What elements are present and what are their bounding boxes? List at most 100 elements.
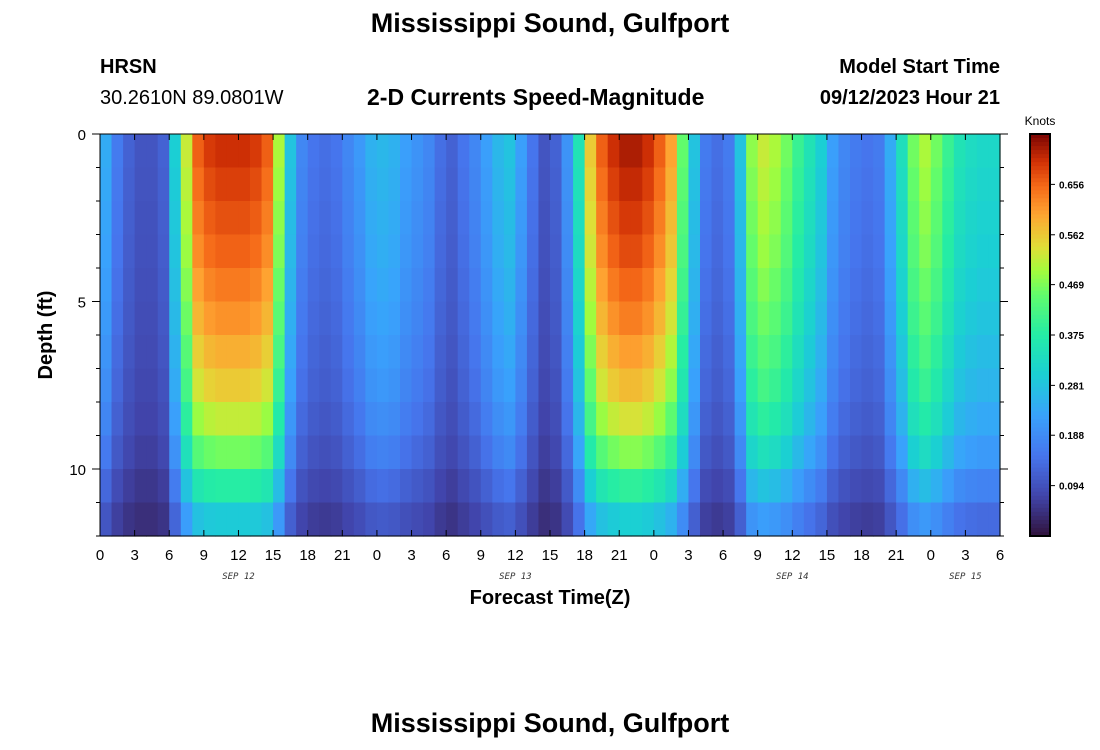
heatmap-cell (457, 167, 470, 202)
heatmap-cell (134, 368, 147, 403)
heatmap-cell (792, 368, 805, 403)
heatmap-cell (630, 335, 643, 370)
heatmap-cell (596, 268, 609, 303)
heatmap-cell (503, 502, 516, 537)
heatmap-cell (769, 167, 782, 202)
colorbar-segment (1030, 246, 1050, 252)
heatmap-cell (596, 502, 609, 537)
heatmap-cell (480, 368, 493, 403)
heatmap-cell (284, 502, 297, 537)
heatmap-cell (238, 435, 251, 470)
heatmap-cell (273, 435, 286, 470)
heatmap-cell (457, 201, 470, 236)
heatmap-cell (100, 402, 113, 437)
heatmap-cell (976, 502, 990, 537)
heatmap-cell (838, 368, 851, 403)
heatmap-cell (688, 301, 701, 336)
heatmap-cell (480, 268, 493, 303)
heatmap-cell (226, 201, 240, 236)
heatmap-cell (607, 368, 620, 403)
heatmap-cell (515, 368, 528, 403)
heatmap-cell (215, 201, 228, 236)
heatmap-cell (953, 268, 966, 303)
colorbar-segment (1030, 339, 1050, 344)
heatmap-cell (550, 469, 563, 504)
heatmap-cell (596, 167, 609, 202)
heatmap-cell (353, 435, 366, 470)
colorbar-segment (1030, 250, 1050, 256)
heatmap-cell (976, 435, 990, 470)
heatmap-cell (930, 268, 943, 303)
heatmap-cell (169, 167, 182, 202)
heatmap-cell (723, 469, 736, 504)
heatmap-cell (596, 402, 609, 437)
heatmap-cell (111, 301, 124, 336)
heatmap-cell (226, 402, 240, 437)
heatmap-cell (850, 335, 863, 370)
heatmap-cell (942, 368, 955, 403)
heatmap-cell (400, 268, 413, 303)
heatmap-cell (792, 268, 805, 303)
heatmap-cell (400, 368, 413, 403)
heatmap-cell (226, 435, 240, 470)
heatmap-cell (884, 301, 897, 336)
y-tick-label: 0 (78, 127, 86, 144)
heatmap-cell (446, 167, 459, 202)
heatmap-cell (446, 201, 459, 236)
heatmap-cell (100, 234, 113, 269)
heatmap-cell (953, 435, 966, 470)
heatmap-cell (561, 469, 574, 504)
heatmap-cell (100, 201, 113, 236)
heatmap-cell (492, 402, 505, 437)
heatmap-cell (503, 234, 516, 269)
heatmap-cell (573, 234, 586, 269)
heatmap-cell (550, 402, 563, 437)
heatmap-cell (815, 234, 828, 269)
heatmap-cell (146, 201, 159, 236)
heatmap-cell (642, 134, 655, 169)
colorbar-segment (1030, 399, 1050, 404)
heatmap-cell (238, 368, 251, 403)
heatmap-cell (503, 167, 516, 202)
heatmap-cell (584, 368, 597, 403)
heatmap-cell (573, 402, 586, 437)
heatmap-cell (642, 435, 655, 470)
heatmap-cell (503, 368, 516, 403)
heatmap-cell (630, 201, 643, 236)
heatmap-cell (469, 335, 482, 370)
heatmap-cell (480, 435, 493, 470)
heatmap-cell (215, 502, 228, 537)
heatmap-cell (330, 502, 343, 537)
heatmap-cell (423, 435, 436, 470)
heatmap-cell (746, 201, 759, 236)
heatmap-cell (480, 469, 493, 504)
heatmap-cell (619, 502, 632, 537)
heatmap-cell (850, 368, 863, 403)
colorbar-segment (1030, 379, 1050, 384)
heatmap-cell (526, 134, 540, 169)
heatmap-cell (273, 301, 286, 336)
heatmap-cell (503, 134, 516, 169)
heatmap-cell (492, 502, 505, 537)
heatmap-cell (134, 268, 147, 303)
heatmap-cell (538, 268, 551, 303)
heatmap-cell (526, 435, 540, 470)
heatmap-cell (746, 301, 759, 336)
heatmap-cell (515, 469, 528, 504)
heatmap-cell (203, 201, 216, 236)
heatmap-cell (573, 469, 586, 504)
heatmap-cell (873, 402, 886, 437)
heatmap-cell (792, 502, 805, 537)
heatmap-cell (573, 301, 586, 336)
heatmap-cell (457, 402, 470, 437)
heatmap-cell (965, 234, 978, 269)
heatmap-cell (388, 335, 401, 370)
heatmap-cell (169, 502, 182, 537)
heatmap-cell (100, 301, 113, 336)
heatmap-cell (480, 301, 493, 336)
heatmap-cell (930, 134, 943, 169)
heatmap-cell (469, 234, 482, 269)
heatmap-cell (757, 435, 770, 470)
heatmap-cell (930, 402, 943, 437)
heatmap-cell (192, 502, 205, 537)
